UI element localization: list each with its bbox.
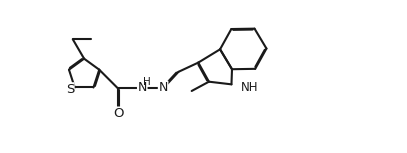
Text: NH: NH bbox=[241, 81, 258, 94]
Text: H: H bbox=[143, 77, 151, 87]
Text: O: O bbox=[113, 107, 123, 120]
Text: N: N bbox=[138, 81, 147, 94]
Text: S: S bbox=[66, 83, 74, 96]
Text: N: N bbox=[158, 81, 168, 94]
